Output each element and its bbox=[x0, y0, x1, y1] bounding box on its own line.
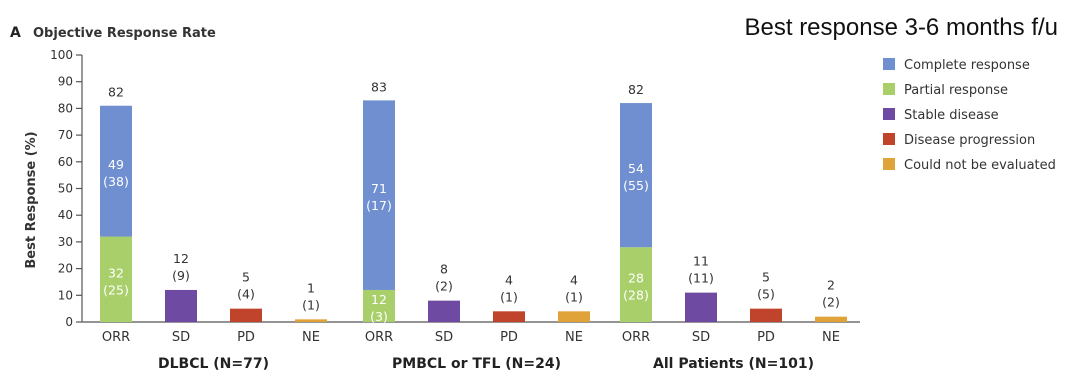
group-label: All Patients (N=101) bbox=[653, 356, 814, 372]
bar-could-not-be-evaluated bbox=[295, 319, 327, 322]
bar-total-label: 82 bbox=[628, 82, 644, 97]
legend-swatch bbox=[883, 133, 895, 145]
bar-partial-response bbox=[620, 247, 652, 322]
x-category-label: NE bbox=[822, 330, 840, 345]
y-axis-label: Best Response (%) bbox=[24, 131, 39, 268]
bar-stable-disease bbox=[685, 292, 717, 322]
y-tick-label: 30 bbox=[58, 235, 73, 249]
legend-item-label: Could not be evaluated bbox=[904, 158, 1056, 173]
bar-complete-response bbox=[363, 100, 395, 290]
x-category-label: SD bbox=[435, 330, 453, 345]
panel-letter: A bbox=[10, 25, 21, 41]
legend-item-label: Complete response bbox=[904, 58, 1030, 73]
x-category-label: NE bbox=[302, 330, 320, 345]
bar-total-label: 5 bbox=[762, 270, 770, 285]
bar-total-label: 4 bbox=[570, 272, 578, 287]
bar-total-label: 8 bbox=[440, 262, 448, 277]
bar-could-not-be-evaluated bbox=[815, 316, 847, 322]
y-tick-label: 60 bbox=[58, 155, 73, 169]
bar-total-count: (1) bbox=[565, 289, 583, 304]
bars: 32(25)49(38)82ORR12(9)SD5(4)PD1(1)NEDLBC… bbox=[100, 79, 847, 372]
axes: 0 10 20 30 40 50 60 70 80 90 100 bbox=[50, 48, 860, 329]
bar-stable-disease bbox=[165, 289, 197, 322]
bar-total-label: 11 bbox=[693, 254, 709, 269]
bar-disease-progression bbox=[750, 308, 782, 322]
legend: Complete response Partial response Stable … bbox=[883, 58, 1056, 173]
x-category-label: ORR bbox=[102, 330, 130, 345]
x-category-label: PD bbox=[500, 330, 518, 345]
y-tick-label: 70 bbox=[58, 128, 73, 142]
y-tick-label: 10 bbox=[58, 288, 73, 302]
x-category-label: ORR bbox=[622, 330, 650, 345]
y-tick-label: 100 bbox=[50, 48, 73, 62]
bar-partial-response bbox=[363, 289, 395, 322]
bar-total-label: 83 bbox=[371, 79, 387, 94]
group-label: DLBCL (N=77) bbox=[158, 356, 269, 372]
bar-total-label: 2 bbox=[827, 278, 835, 293]
bar-total-count: (9) bbox=[172, 268, 190, 283]
bar-total-label: 4 bbox=[505, 272, 513, 287]
bar-disease-progression bbox=[230, 308, 262, 322]
bar-total-label: 5 bbox=[242, 270, 250, 285]
x-category-label: ORR bbox=[365, 330, 393, 345]
bar-total-count: (2) bbox=[435, 279, 453, 294]
bar-total-count: (2) bbox=[822, 295, 840, 310]
segment-count-label: (25) bbox=[103, 282, 129, 297]
bar-total-count: (5) bbox=[757, 287, 775, 302]
bar-could-not-be-evaluated bbox=[558, 311, 590, 322]
bar-total-label: 12 bbox=[173, 251, 189, 266]
segment-count-label: (3) bbox=[370, 309, 388, 324]
x-category-label: PD bbox=[237, 330, 255, 345]
legend-item-label: Disease progression bbox=[904, 133, 1035, 148]
segment-value-label: 12 bbox=[371, 292, 387, 307]
y-tick-label: 80 bbox=[58, 101, 73, 115]
bar-total-count: (1) bbox=[302, 297, 320, 312]
bar-total-label: 82 bbox=[108, 85, 124, 100]
y-tick-label: 0 bbox=[65, 315, 73, 329]
segment-count-label: (38) bbox=[103, 174, 129, 189]
bar-total-count: (4) bbox=[237, 287, 255, 302]
y-tick-label: 20 bbox=[58, 262, 73, 276]
x-category-label: SD bbox=[172, 330, 190, 345]
legend-swatch bbox=[883, 83, 895, 95]
legend-swatch bbox=[883, 158, 895, 170]
bar-total-count: (1) bbox=[500, 289, 518, 304]
bar-total-label: 1 bbox=[307, 280, 315, 295]
segment-value-label: 49 bbox=[108, 157, 124, 172]
x-category-label: NE bbox=[565, 330, 583, 345]
segment-count-label: (55) bbox=[623, 178, 649, 193]
y-tick-label: 40 bbox=[58, 208, 73, 222]
bar-stable-disease bbox=[428, 300, 460, 322]
y-tick-label: 50 bbox=[58, 182, 73, 196]
legend-swatch bbox=[883, 108, 895, 120]
legend-item-label: Stable disease bbox=[904, 108, 999, 123]
segment-value-label: 32 bbox=[108, 265, 124, 280]
bar-disease-progression bbox=[493, 311, 525, 322]
segment-value-label: 54 bbox=[628, 161, 644, 176]
x-category-label: SD bbox=[692, 330, 710, 345]
top-right-note: Best response 3-6 months f/u bbox=[745, 14, 1059, 41]
legend-swatch bbox=[883, 58, 895, 70]
group-label: PMBCL or TFL (N=24) bbox=[392, 356, 561, 372]
x-category-label: PD bbox=[757, 330, 775, 345]
segment-value-label: 28 bbox=[628, 271, 644, 286]
bar-partial-response bbox=[100, 236, 132, 322]
panel-title: Objective Response Rate bbox=[33, 26, 216, 41]
legend-item-label: Partial response bbox=[904, 83, 1008, 98]
segment-value-label: 71 bbox=[371, 181, 387, 196]
bar-total-count: (11) bbox=[688, 271, 714, 286]
bar-complete-response bbox=[620, 103, 652, 248]
segment-count-label: (17) bbox=[366, 198, 392, 213]
y-tick-label: 90 bbox=[58, 75, 73, 89]
bar-complete-response bbox=[100, 105, 132, 237]
segment-count-label: (28) bbox=[623, 288, 649, 303]
